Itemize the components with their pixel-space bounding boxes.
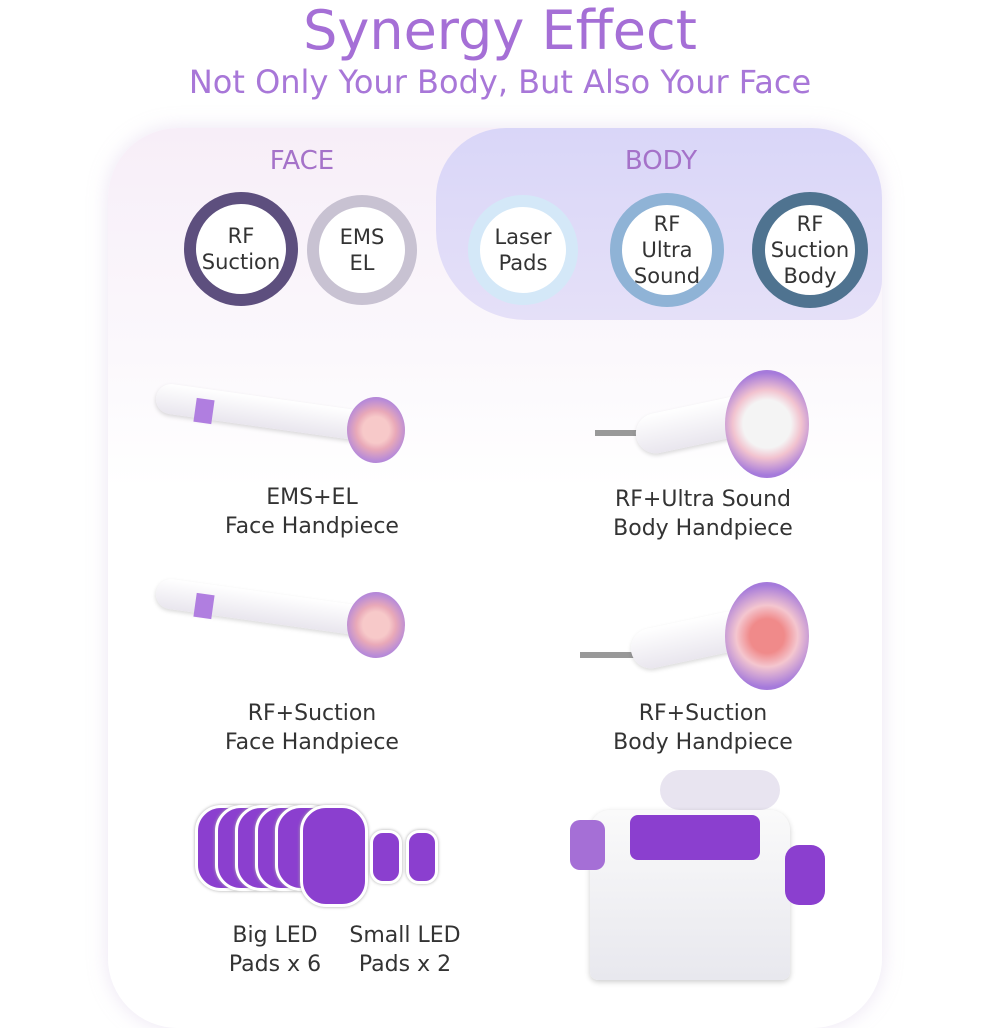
rf-suction-body-handpiece-image (580, 582, 820, 692)
machine-image (565, 770, 835, 995)
function-rf-ultra-sound: RF Ultra Sound (610, 193, 724, 307)
rf-ultrasound-body-handpiece-image (595, 370, 815, 480)
ems-el-face-handpiece-image (153, 382, 415, 475)
page-title: Synergy Effect (303, 0, 697, 62)
product-label: EMS+EL Face Handpiece (225, 485, 399, 539)
function-label: Laser Pads (494, 225, 552, 275)
product-label: Small LED Pads x 2 (349, 923, 461, 977)
function-ems-el: EMS EL (307, 195, 417, 305)
product-label: RF+Suction Face Handpiece (225, 701, 399, 755)
small-led-pads-image (370, 830, 440, 910)
function-label: EMS EL (339, 225, 385, 275)
function-laser-pads: Laser Pads (468, 195, 578, 305)
function-rf-suction-body: RF Suction Body (752, 192, 868, 308)
product-label: RF+Suction Body Handpiece (613, 701, 793, 755)
product-label: RF+Ultra Sound Body Handpiece (613, 487, 793, 541)
product-label: Big LED Pads x 6 (228, 923, 322, 977)
body-group-label: BODY (624, 146, 698, 176)
big-led-pads-image (195, 805, 368, 915)
function-label: RF Ultra Sound (633, 212, 701, 288)
function-rf-suction: RF Suction (184, 192, 298, 306)
page-subtitle: Not Only Your Body, But Also Your Face (188, 63, 812, 101)
function-label: RF Suction (201, 224, 281, 274)
function-label: RF Suction Body (770, 212, 850, 288)
face-group-label: FACE (269, 146, 335, 176)
rf-suction-face-handpiece-image (153, 577, 415, 670)
